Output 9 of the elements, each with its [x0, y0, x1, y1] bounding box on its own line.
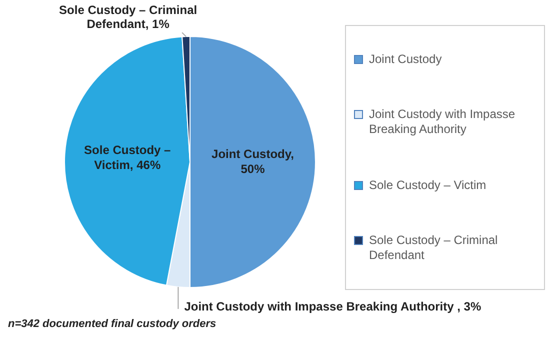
data-label: Joint Custody, 50% — [212, 146, 294, 176]
text: n=342 documented final custody orders — [8, 318, 216, 330]
legend-label: Sole Custody – Criminal Defendant — [369, 232, 499, 263]
legend-label: Joint Custody with Impasse Breaking Authority — [369, 107, 516, 138]
legend-label: Sole Custody – Victim — [369, 178, 486, 193]
legend-label: Joint Custody — [369, 52, 442, 68]
data-label: Sole Custody – Criminal Defendant, 1% — [59, 2, 198, 31]
data-label: Sole Custody – Victim, 46% — [84, 142, 172, 172]
data-label: Joint Custody with Impasse Breaking Authority , 3% — [184, 299, 482, 314]
